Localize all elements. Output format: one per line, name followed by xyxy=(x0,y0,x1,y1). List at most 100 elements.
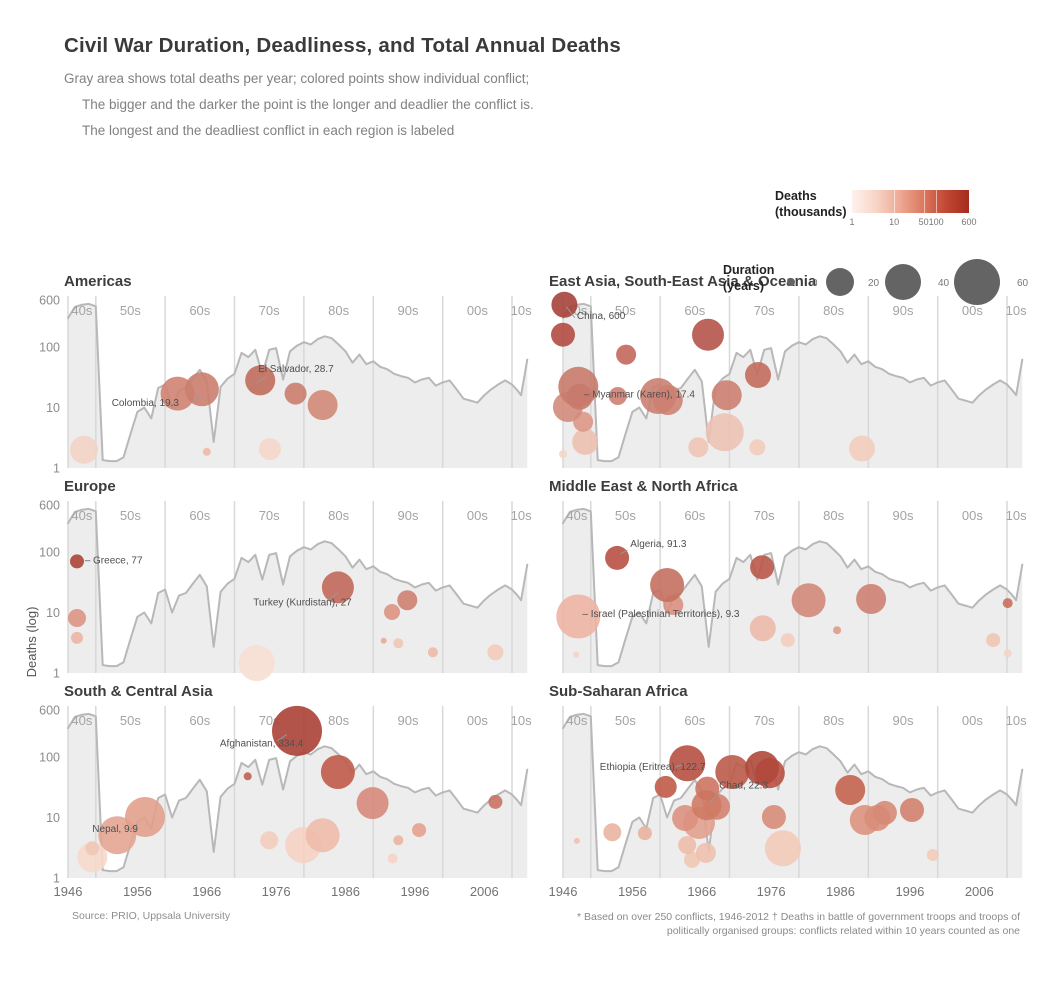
decade-label: 60s xyxy=(189,508,210,523)
conflict-bubble xyxy=(551,291,578,318)
conflict-bubble xyxy=(640,378,677,414)
conflict-bubble xyxy=(1002,598,1013,609)
conflict-bubble xyxy=(711,380,742,411)
deaths-legend-label-line2: (thousands) xyxy=(775,205,847,219)
conflict-label: China, 600 xyxy=(577,311,626,322)
duration-legend-label: Duration (years) xyxy=(723,262,774,294)
conflict-bubble xyxy=(305,818,340,853)
conflict-bubble xyxy=(98,816,137,855)
conflict-bubble xyxy=(791,583,826,618)
conflict-bubble xyxy=(749,615,776,642)
duration-legend-circle xyxy=(954,259,1000,305)
decade-label: 10s xyxy=(511,713,532,728)
duration-legend-label-line2: (years) xyxy=(723,279,764,293)
conflict-label: – Israel (Palestinian Territories), 9.3 xyxy=(582,609,740,620)
decade-label: 10s xyxy=(1006,713,1027,728)
conflict-bubble xyxy=(654,775,677,798)
conflict-bubble xyxy=(695,776,720,801)
deaths-colorbar: 1 10 50 100 600 xyxy=(849,190,977,238)
conflict-bubble xyxy=(835,775,866,805)
conflict-label: Colombia, 19.3 xyxy=(112,398,180,409)
conflict-bubble xyxy=(637,826,652,841)
decade-label: 10s xyxy=(511,508,532,523)
y-axis-tick: 1 xyxy=(53,872,60,886)
y-axis-tick: 600 xyxy=(39,293,60,307)
duration-legend-value: 20 xyxy=(868,278,880,289)
x-axis-tick: 1966 xyxy=(687,884,716,899)
conflict-bubble xyxy=(556,594,601,639)
conflict-bubble xyxy=(85,841,100,856)
panel-east-asia: East Asia, South-East Asia & Oceania 40s 5… xyxy=(540,270,1027,475)
conflict-bubble xyxy=(573,651,580,658)
conflict-bubble xyxy=(705,413,744,452)
conflict-bubble xyxy=(488,794,503,809)
conflict-bubble xyxy=(926,849,939,861)
conflict-label: – Greece, 77 xyxy=(85,555,143,566)
decade-label: 60s xyxy=(684,713,705,728)
duration-legend-circle xyxy=(787,278,795,286)
conflict-bubble xyxy=(603,823,622,842)
panel-chart-sub-saharan-africa: 40s 50s 60s 70s 80s 90s 00s 10s Ethiopia (Eritre… xyxy=(549,706,1027,899)
duration-size-legend: Duration (years) 0 20 40 60 xyxy=(700,256,1052,316)
panels-grid: Americas 40s 50s 60s 70s 80s 90s 00s 10s Colombia… xyxy=(34,270,1056,904)
decade-label: 90s xyxy=(893,508,914,523)
y-axis-tick: 1 xyxy=(53,462,60,476)
conflict-bubble xyxy=(750,555,775,580)
decade-label: 60s xyxy=(189,713,210,728)
decade-label: 70s xyxy=(754,713,775,728)
subtitle-line-1: Gray area shows total deaths per year; c… xyxy=(64,71,530,86)
conflict-bubble xyxy=(986,633,1001,648)
label-leader-line xyxy=(327,592,339,601)
conflict-bubble xyxy=(749,439,766,456)
conflict-bubble xyxy=(427,647,438,658)
colorbar-tick-mark xyxy=(969,190,970,213)
conflict-bubble xyxy=(71,631,83,644)
conflict-bubble xyxy=(715,755,750,789)
label-leader-line xyxy=(566,306,576,319)
decade-label: 90s xyxy=(398,713,419,728)
label-leader-line xyxy=(277,734,287,742)
colorbar-tick-mark xyxy=(894,190,896,213)
conflict-bubble xyxy=(272,705,322,756)
decade-label: 50s xyxy=(615,713,636,728)
conflict-bubble xyxy=(856,584,887,614)
x-axis-tick: 1986 xyxy=(331,884,360,899)
decade-label: 50s xyxy=(120,303,141,318)
conflict-bubble xyxy=(1003,649,1012,658)
decade-label: 40s xyxy=(566,713,587,728)
conflict-bubble xyxy=(307,390,338,420)
decade-label: 60s xyxy=(189,303,210,318)
conflict-bubble xyxy=(872,800,897,825)
conflict-label: Nepal, 9.9 xyxy=(92,824,138,835)
decade-label: 70s xyxy=(259,508,280,523)
conflict-bubble xyxy=(745,750,780,785)
decade-label: 00s xyxy=(467,713,488,728)
legend: Deaths (thousands) 1 10 50 100 600 Duration … xyxy=(700,178,1052,308)
decade-label: 10s xyxy=(1006,508,1027,523)
deaths-legend-label: Deaths (thousands) xyxy=(775,188,847,220)
conflict-bubble xyxy=(688,437,709,458)
panel-title-south-central-asia: South & Central Asia xyxy=(64,683,213,700)
y-axis-tick: 100 xyxy=(39,341,60,355)
total-deaths-line xyxy=(67,507,529,668)
y-axis-tick: 1 xyxy=(53,667,60,681)
decade-label: 00s xyxy=(467,508,488,523)
y-axis-tick: 100 xyxy=(39,546,60,560)
conflict-bubble xyxy=(68,609,86,627)
page-header: Civil War Duration, Deadliness, and Tota… xyxy=(0,34,1056,138)
conflict-bubble xyxy=(320,755,355,789)
x-axis-tick: 2006 xyxy=(470,884,499,899)
colorbar-tick-label: 100 xyxy=(928,217,944,227)
conflict-bubble xyxy=(487,644,504,661)
decade-label: 60s xyxy=(684,508,705,523)
duration-legend-value: 40 xyxy=(938,278,950,289)
conflict-bubble xyxy=(780,633,795,648)
total-deaths-line xyxy=(562,712,1024,873)
conflict-bubble xyxy=(412,823,427,838)
decade-label: 90s xyxy=(893,303,914,318)
decade-label: 50s xyxy=(120,508,141,523)
decade-label: 80s xyxy=(328,303,349,318)
total-deaths-area xyxy=(68,713,528,878)
conflict-bubble xyxy=(243,772,252,781)
